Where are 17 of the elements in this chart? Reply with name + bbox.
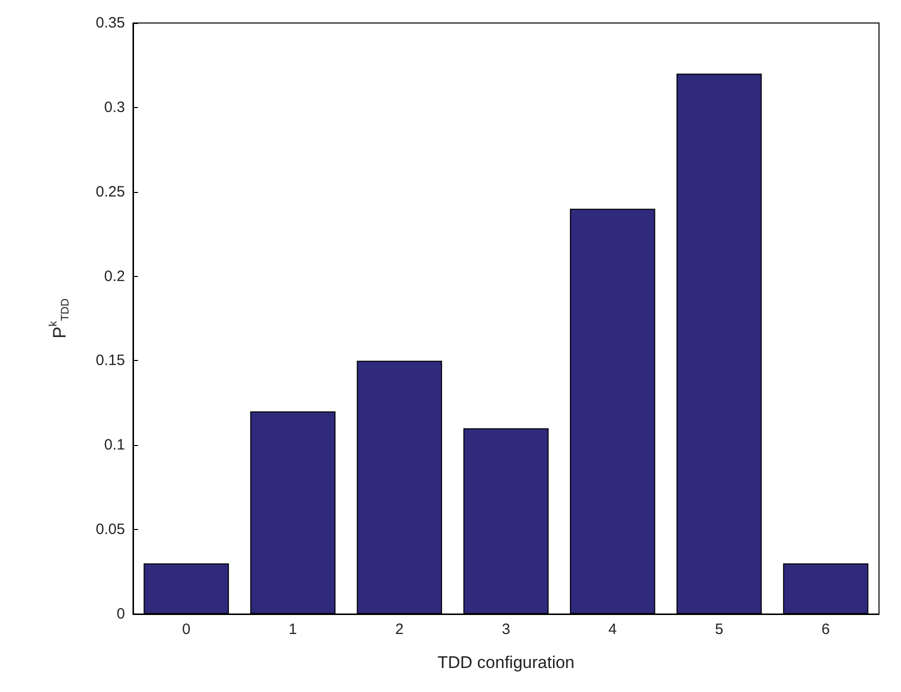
y-tick-label: 0 (116, 606, 125, 622)
y-tick-label: 0.2 (104, 268, 125, 285)
x-axis-title: TDD configuration (437, 653, 575, 672)
x-tick-label: 3 (502, 621, 510, 638)
y-axis-title: PkTDD (48, 298, 72, 339)
x-tick-label: 1 (288, 621, 298, 638)
x-tick-label: 4 (608, 621, 617, 638)
x-tick-label: 2 (395, 621, 404, 638)
x-tick-label: 6 (822, 621, 830, 638)
y-tick-label: 0.25 (96, 183, 125, 200)
x-tick-label: 0 (182, 621, 190, 638)
y-tick-label: 0.05 (96, 521, 125, 538)
y-tick-label: 0.1 (104, 436, 125, 454)
x-tick-label: 5 (714, 621, 724, 638)
y-tick-label: 0.3 (104, 98, 125, 116)
y-tick-label: 0.15 (96, 352, 125, 370)
y-tick-label: 0.35 (96, 14, 125, 32)
